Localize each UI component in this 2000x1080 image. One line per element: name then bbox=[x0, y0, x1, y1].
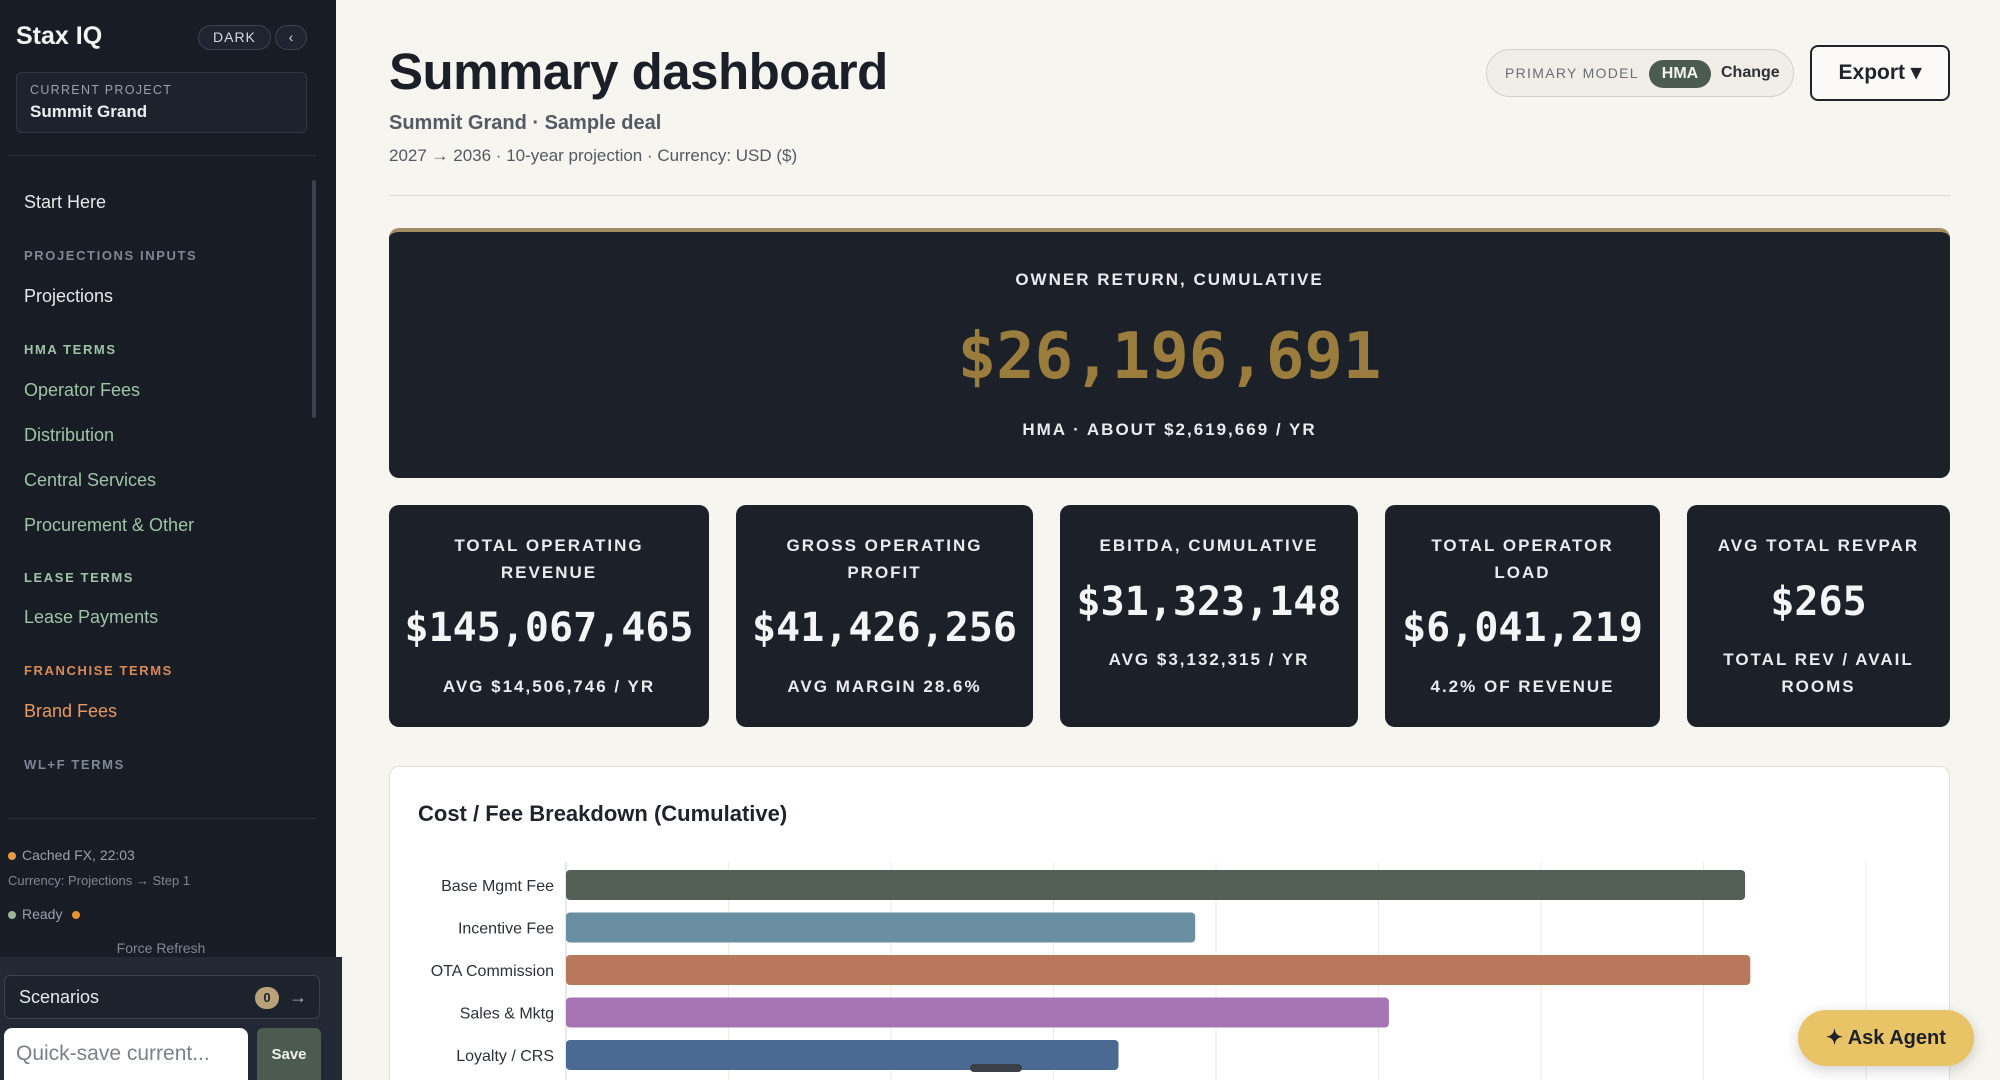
chart-category-label: Base Mgmt Fee bbox=[441, 878, 554, 895]
chart-bar[interactable] bbox=[566, 912, 1196, 943]
sidebar-section-projections-inputs: PROJECTIONS INPUTS bbox=[24, 248, 198, 263]
owner-return-footer: HMA · ABOUT $2,619,669 / YR bbox=[1022, 420, 1317, 439]
primary-model-label: PRIMARY MODEL bbox=[1505, 65, 1639, 81]
kpi-value: $31,323,148 bbox=[1076, 579, 1342, 625]
page-scroll-handle[interactable] bbox=[970, 1064, 1022, 1072]
sidebar-item-procurement[interactable]: Procurement & Other bbox=[24, 515, 195, 535]
current-project-name: Summit Grand bbox=[30, 102, 148, 121]
chart-category-label: Sales & Mktg bbox=[460, 1006, 554, 1023]
kpi-card-gross-operating-profit: GROSS OPERATING PROFIT $41,426,256 AVG MA… bbox=[736, 505, 1033, 727]
ready-status-text: Ready bbox=[22, 906, 63, 922]
currency-note: Currency: Projections → Step 1 bbox=[8, 873, 191, 888]
sidebar-section-franchise-terms: FRANCHISE TERMS bbox=[24, 663, 173, 678]
current-project-card[interactable]: CURRENT PROJECT Summit Grand bbox=[16, 72, 307, 133]
collapse-sidebar-button[interactable]: ‹ bbox=[275, 25, 307, 50]
chart-bar[interactable] bbox=[566, 870, 1746, 900]
sidebar-item-projections[interactable]: Projections bbox=[24, 286, 114, 306]
kpi-label: GROSS OPERATING PROFIT bbox=[786, 536, 983, 582]
owner-return-value: $26,196,691 bbox=[957, 320, 1382, 394]
current-project-caption: CURRENT PROJECT bbox=[30, 83, 173, 97]
chart-bar[interactable] bbox=[566, 955, 1751, 985]
primary-model-badge: HMA bbox=[1649, 60, 1711, 88]
force-refresh-link[interactable]: Force Refresh bbox=[116, 940, 206, 956]
ask-agent-button[interactable]: ✦ Ask Agent bbox=[1798, 1010, 1974, 1066]
chart-category-label: Incentive Fee bbox=[458, 921, 554, 938]
sidebar-divider bbox=[8, 155, 316, 156]
page-title: Summary dashboard bbox=[389, 43, 888, 100]
sidebar-section-lease-terms: LEASE TERMS bbox=[24, 570, 135, 585]
chart-title: Cost / Fee Breakdown (Cumulative) bbox=[418, 801, 788, 826]
arrow-right-icon: → bbox=[289, 987, 307, 1007]
sidebar-divider-bottom bbox=[8, 818, 316, 819]
kpi-footer: TOTAL REV / AVAIL ROOMS bbox=[1723, 650, 1914, 696]
ready-dot-icon bbox=[8, 911, 16, 920]
theme-toggle-button[interactable]: DARK bbox=[198, 25, 271, 50]
kpi-label: TOTAL OPERATING REVENUE bbox=[454, 536, 644, 582]
kpi-card-total-operator-load: TOTAL OPERATOR LOAD $6,041,219 4.2% OF RE… bbox=[1385, 505, 1660, 727]
scenarios-button[interactable]: Scenarios 0 → bbox=[4, 975, 320, 1019]
fx-status-dot-icon bbox=[8, 852, 16, 861]
sidebar-item-central-services[interactable]: Central Services bbox=[24, 470, 157, 490]
sidebar-item-brand-fees[interactable]: Brand Fees bbox=[24, 701, 118, 721]
sidebar-nav: Start Here PROJECTIONS INPUTS Projection… bbox=[0, 160, 316, 800]
kpi-label: EBITDA, CUMULATIVE bbox=[1099, 536, 1319, 555]
sidebar-item-start-here[interactable]: Start Here bbox=[24, 192, 107, 212]
quick-save-button[interactable]: Save bbox=[257, 1028, 321, 1080]
kpi-label: AVG TOTAL REVPAR bbox=[1717, 536, 1920, 555]
kpi-footer: AVG $3,132,315 / YR bbox=[1108, 650, 1310, 669]
chart-bar[interactable] bbox=[566, 997, 1389, 1028]
kpi-footer: 4.2% OF REVENUE bbox=[1430, 677, 1615, 696]
ready-status: Ready bbox=[8, 906, 86, 922]
sidebar-item-lease-payments[interactable]: Lease Payments bbox=[24, 607, 159, 627]
owner-return-caption: OWNER RETURN, CUMULATIVE bbox=[1015, 270, 1324, 289]
sidebar-section-wlf-terms: WL+F TERMS bbox=[24, 757, 125, 772]
kpi-card-ebitda-cumulative: EBITDA, CUMULATIVE $31,323,148 AVG $3,13… bbox=[1060, 505, 1358, 727]
kpi-value: $145,067,465 bbox=[404, 605, 694, 651]
kpi-value: $265 bbox=[1770, 579, 1867, 625]
sidebar-scrollbar[interactable] bbox=[312, 180, 316, 418]
chart-category-label: Loyalty / CRS bbox=[456, 1048, 554, 1065]
chart-bar[interactable] bbox=[566, 1040, 1119, 1070]
scenarios-label: Scenarios bbox=[19, 987, 100, 1007]
kpi-card-avg-total-revpar: AVG TOTAL REVPAR $265 TOTAL REV / AVAIL R… bbox=[1687, 505, 1950, 727]
scenarios-count-badge: 0 bbox=[255, 987, 279, 1009]
quick-save-input[interactable] bbox=[4, 1028, 248, 1080]
sidebar-item-operator-fees[interactable]: Operator Fees bbox=[24, 380, 141, 400]
brand-logo: Stax IQ bbox=[16, 22, 103, 50]
chart-category-label: OTA Commission bbox=[431, 963, 554, 980]
kpi-card-total-operating-revenue: TOTAL OPERATING REVENUE $145,067,465 AVG … bbox=[389, 505, 709, 727]
export-button[interactable]: Export ▾ bbox=[1810, 45, 1950, 101]
primary-model-selector: PRIMARY MODEL HMA Change bbox=[1486, 49, 1794, 97]
kpi-value: $6,041,219 bbox=[1402, 605, 1643, 651]
projection-meta: 2027 → 2036 · 10-year projection · Curre… bbox=[389, 146, 798, 165]
kpi-value: $41,426,256 bbox=[752, 605, 1017, 651]
project-subtitle: Summit Grand · Sample deal bbox=[389, 112, 662, 134]
fx-status: Cached FX, 22:03 bbox=[8, 847, 135, 863]
sidebar-section-hma-terms: HMA TERMS bbox=[24, 342, 117, 357]
kpi-footer: AVG MARGIN 28.6% bbox=[787, 677, 982, 696]
owner-return-card: OWNER RETURN, CUMULATIVE $26,196,691 HMA… bbox=[389, 228, 1950, 478]
fx-status-text: Cached FX, 22:03 bbox=[22, 847, 135, 863]
warning-dot-icon bbox=[72, 911, 81, 920]
sidebar-item-distribution[interactable]: Distribution bbox=[24, 425, 115, 445]
kpi-label: TOTAL OPERATOR LOAD bbox=[1431, 536, 1614, 582]
header-divider bbox=[389, 195, 1950, 196]
cost-fee-breakdown-card: Cost / Fee Breakdown (Cumulative) Base M… bbox=[389, 766, 1950, 1080]
cost-fee-breakdown-chart: Base Mgmt Fee Incentive Fee OTA Commission… bbox=[431, 862, 1867, 1080]
sidebar: Stax IQ DARK ‹ CURRENT PROJECT Summit Gr… bbox=[0, 0, 336, 1080]
kpi-footer: AVG $14,506,746 / YR bbox=[442, 677, 656, 696]
change-model-button[interactable]: Change bbox=[1721, 64, 1780, 81]
